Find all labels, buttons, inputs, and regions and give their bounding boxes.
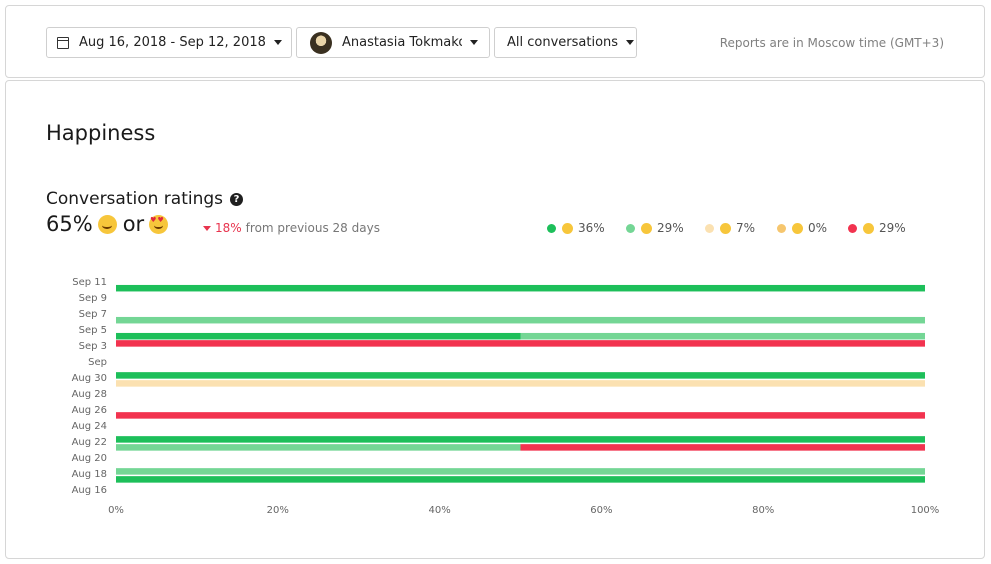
date-range-label: Aug 16, 2018 - Sep 12, 2018 xyxy=(79,35,266,50)
headline-metric: 65% or xyxy=(46,212,174,236)
x-tick-label: 0% xyxy=(108,505,124,516)
y-tick-label: Sep xyxy=(88,357,107,368)
bar-segment xyxy=(116,380,925,387)
bar-segment xyxy=(520,444,925,451)
section-title: Conversation ratings ? xyxy=(46,189,244,209)
smile-emoji-icon xyxy=(641,222,652,234)
timezone-note: Reports are in Moscow time (GMT+3) xyxy=(719,36,944,50)
bar-segment xyxy=(116,316,925,324)
legend-label: 29% xyxy=(879,221,906,235)
y-tick-label: Sep 9 xyxy=(79,293,107,304)
agent-dropdown[interactable]: Anastasia Tokmakov xyxy=(296,27,490,58)
x-tick-label: 40% xyxy=(428,505,450,516)
neutral-emoji-icon xyxy=(720,222,731,234)
change-text: from previous 28 days xyxy=(245,221,380,235)
y-tick-label: Aug 20 xyxy=(72,453,107,464)
conversations-dropdown[interactable]: All conversations xyxy=(494,27,637,58)
change-percent: 18% xyxy=(215,221,242,235)
help-icon[interactable]: ? xyxy=(230,192,244,206)
y-tick-label: Sep 3 xyxy=(79,341,107,352)
bar-segment xyxy=(116,476,925,483)
page-title: Happiness xyxy=(46,121,156,145)
legend-dot xyxy=(848,223,857,233)
chevron-down-icon xyxy=(470,40,478,45)
conversations-label: All conversations xyxy=(507,35,619,50)
y-tick-label: Sep 11 xyxy=(72,277,107,288)
bar-segment xyxy=(116,436,925,443)
legend-item-heart-eyes: 36% xyxy=(547,221,605,235)
legend-item-smile: 29% xyxy=(626,221,684,235)
avatar xyxy=(310,31,332,54)
section-title-label: Conversation ratings xyxy=(46,189,224,209)
legend-item-confused: 0% xyxy=(777,221,827,235)
y-tick-label: Aug 30 xyxy=(72,373,107,384)
bar-segment xyxy=(116,412,925,419)
bar-segment xyxy=(116,284,925,292)
date-range-dropdown[interactable]: Aug 16, 2018 - Sep 12, 2018 xyxy=(46,27,292,58)
heart-eyes-emoji-icon xyxy=(562,222,573,234)
trend-down-icon xyxy=(203,225,211,231)
y-tick-label: Sep 5 xyxy=(79,325,107,336)
bar-segment xyxy=(116,340,925,347)
smile-emoji-icon xyxy=(97,214,117,234)
confused-emoji-icon xyxy=(792,222,803,234)
bar-segment xyxy=(116,372,925,379)
legend-label: 36% xyxy=(578,221,605,235)
y-tick-label: Aug 22 xyxy=(72,437,107,448)
legend-item-angry: 29% xyxy=(848,221,906,235)
change-indicator: 18% from previous 28 days xyxy=(203,221,380,235)
chevron-down-icon xyxy=(626,40,635,45)
y-tick-label: Sep 7 xyxy=(79,309,107,320)
bar-segment xyxy=(116,444,521,451)
headline-percent: 65% xyxy=(46,212,93,236)
calendar-icon xyxy=(57,36,69,49)
legend-dot xyxy=(777,223,786,233)
agent-label: Anastasia Tokmakov xyxy=(342,35,462,50)
legend-label: 7% xyxy=(736,221,756,235)
angry-emoji-icon xyxy=(863,222,874,234)
y-tick-label: Aug 26 xyxy=(72,405,107,416)
x-tick-label: 80% xyxy=(752,505,774,516)
legend-item-neutral: 7% xyxy=(705,221,755,235)
bar-segment xyxy=(116,332,521,340)
x-tick-label: 100% xyxy=(911,505,940,516)
chevron-down-icon xyxy=(273,40,282,45)
filter-bar: Aug 16, 2018 - Sep 12, 2018 Anastasia To… xyxy=(5,5,985,78)
legend-dot xyxy=(547,223,556,233)
legend-label: 29% xyxy=(657,221,684,235)
headline-or: or xyxy=(122,212,145,236)
legend-dot xyxy=(626,223,635,233)
y-tick-label: Aug 28 xyxy=(72,389,107,400)
bar-segment xyxy=(520,332,925,340)
legend-label: 0% xyxy=(808,221,828,235)
heart-eyes-emoji-icon xyxy=(149,214,169,234)
y-tick-label: Aug 18 xyxy=(72,469,107,480)
bar-segment xyxy=(116,468,925,475)
x-tick-label: 60% xyxy=(590,505,612,516)
y-tick-label: Aug 24 xyxy=(72,421,107,432)
y-tick-label: Aug 16 xyxy=(72,485,107,496)
x-tick-label: 20% xyxy=(267,505,289,516)
legend-dot xyxy=(705,223,714,233)
